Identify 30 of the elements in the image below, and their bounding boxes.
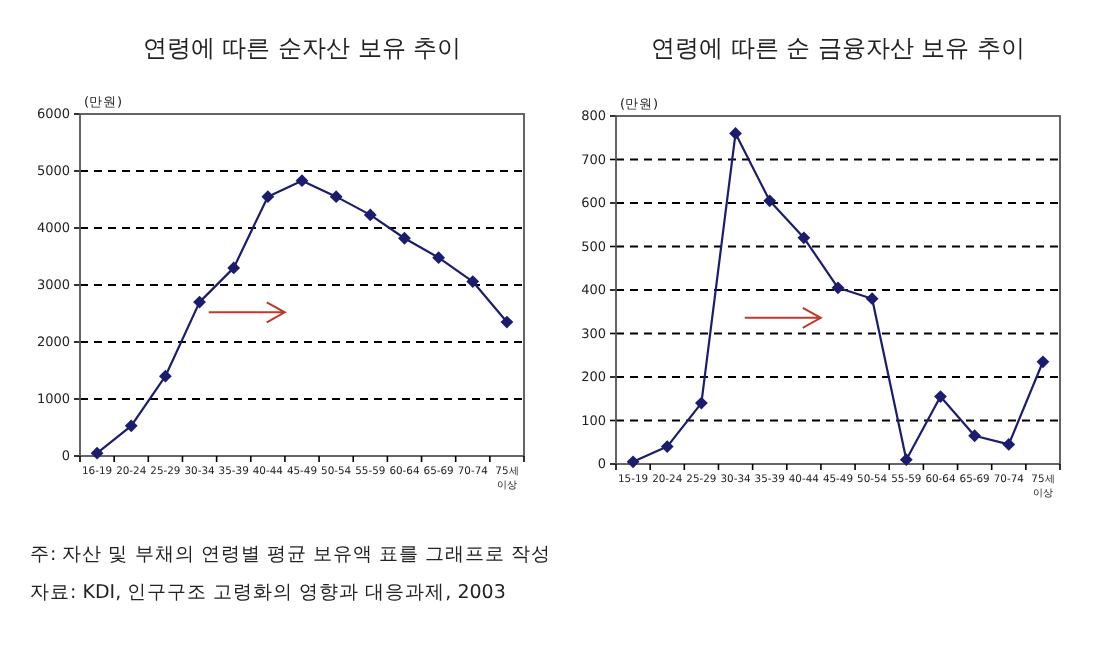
point [432, 251, 446, 265]
point [124, 419, 138, 433]
point [227, 261, 241, 275]
chart-title: 연령에 따른 순자산 보유 추이 [142, 34, 462, 62]
point [329, 190, 343, 204]
point [1036, 355, 1050, 369]
point [694, 396, 708, 410]
point [660, 440, 674, 453]
point [831, 281, 845, 295]
point [797, 231, 811, 245]
point [763, 194, 777, 208]
point [158, 369, 172, 383]
point [865, 292, 879, 306]
chart-title: 연령에 따른 순 금융자산 보유 추이 [650, 34, 1026, 62]
point [193, 295, 206, 309]
point [261, 190, 275, 204]
point [899, 453, 913, 467]
point [729, 127, 742, 140]
point [90, 446, 104, 460]
point [1002, 438, 1016, 451]
point [466, 275, 480, 288]
text: 주: 자산 및 부채의 연령별 평균 보유액 표를 그래프로 작성 [30, 544, 551, 566]
point [363, 208, 377, 222]
text: 자료: KDI, 인구구조 고령화의 영향과 대응과제, 2003 [30, 582, 506, 604]
point [398, 231, 411, 245]
point [626, 455, 640, 469]
point [968, 429, 982, 443]
point [934, 390, 947, 403]
point [500, 315, 514, 329]
point [295, 174, 309, 188]
